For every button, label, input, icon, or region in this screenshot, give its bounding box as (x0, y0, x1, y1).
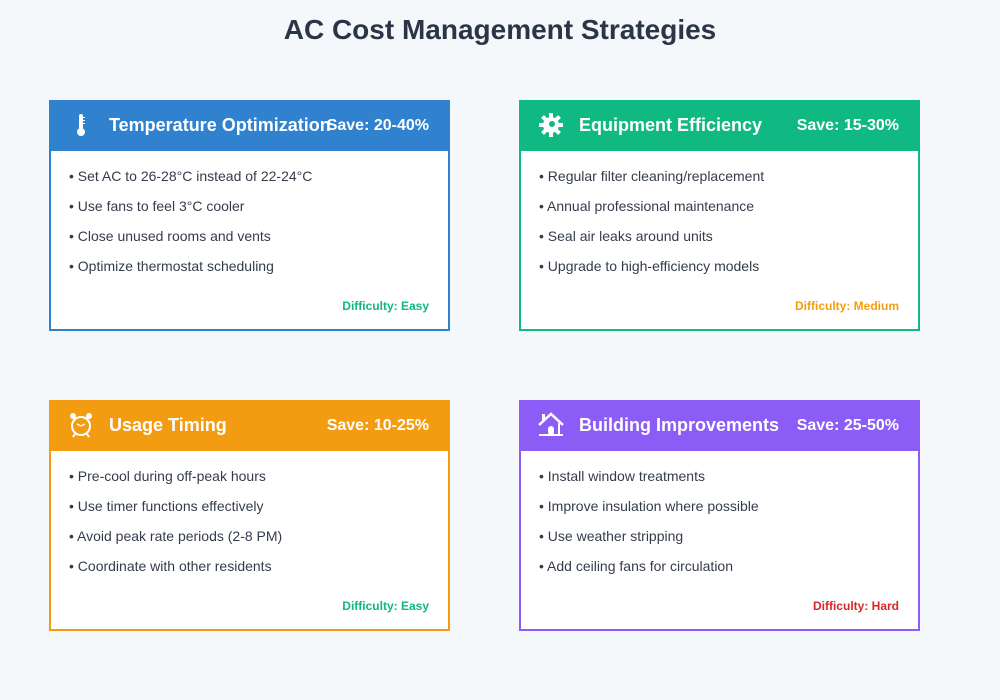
list-item: • Regular filter cleaning/replacement (539, 168, 765, 184)
page-title: AC Cost Management Strategies (283, 14, 717, 45)
gear-icon (539, 113, 563, 137)
savings-label: Save: 25-50% (796, 417, 899, 434)
difficulty-label: Difficulty: Easy (342, 599, 429, 613)
list-item: • Annual professional maintenance (539, 198, 755, 214)
strategy-card-temperature: Temperature Optimization Save: 20-40% • … (49, 100, 450, 331)
savings-label: Save: 10-25% (326, 417, 429, 434)
list-item: • Coordinate with other residents (69, 558, 272, 574)
card-header: Temperature Optimization Save: 20-40% (49, 100, 450, 151)
list-item: • Improve insulation where possible (539, 498, 759, 514)
list-item: • Set AC to 26-28°C instead of 22-24°C (69, 168, 313, 184)
list-item: • Use timer functions effectively (69, 498, 264, 514)
card-title: Equipment Efficiency (579, 115, 763, 135)
strategy-list: • Regular filter cleaning/replacement • … (539, 168, 764, 288)
difficulty-label: Difficulty: Easy (342, 299, 429, 313)
savings-label: Save: 15-30% (796, 117, 899, 134)
card-title: Usage Timing (109, 415, 227, 435)
list-item: • Use fans to feel 3°C cooler (69, 198, 245, 214)
difficulty-label: Difficulty: Hard (812, 599, 899, 613)
list-item: • Close unused rooms and vents (69, 228, 271, 244)
difficulty-label: Difficulty: Medium (795, 299, 899, 313)
savings-label: Save: 20-40% (326, 117, 429, 134)
card-header: Equipment Efficiency Save: 15-30% (519, 100, 920, 151)
strategy-list: • Install window treatments • Improve in… (539, 468, 759, 588)
card-title: Building Improvements (579, 415, 780, 435)
card-header: Building Improvements Save: 25-50% (519, 400, 920, 451)
strategy-card-building: Building Improvements Save: 25-50% • Ins… (519, 400, 920, 631)
thermometer-icon (77, 114, 85, 136)
card-title: Temperature Optimization (109, 115, 331, 135)
house-icon (538, 412, 564, 436)
card-header: Usage Timing Save: 10-25% (49, 400, 450, 451)
list-item: • Optimize thermostat scheduling (69, 258, 274, 274)
list-item: • Avoid peak rate periods (2-8 PM) (69, 528, 283, 544)
strategy-list: • Pre-cool during off-peak hours • Use t… (69, 468, 282, 588)
strategy-list: • Set AC to 26-28°C instead of 22-24°C •… (69, 168, 312, 288)
list-item: • Seal air leaks around units (539, 228, 713, 244)
strategy-card-timing: Usage Timing Save: 10-25% • Pre-cool dur… (49, 400, 450, 631)
list-item: • Add ceiling fans for circulation (539, 558, 734, 574)
alarm-clock-icon (70, 413, 92, 438)
list-item: • Install window treatments (539, 468, 705, 484)
list-item: • Use weather stripping (539, 528, 684, 544)
list-item: • Upgrade to high-efficiency models (539, 258, 760, 274)
strategy-card-equipment: Equipment Efficiency Save: 15-30% • Regu… (519, 100, 920, 331)
list-item: • Pre-cool during off-peak hours (69, 468, 266, 484)
